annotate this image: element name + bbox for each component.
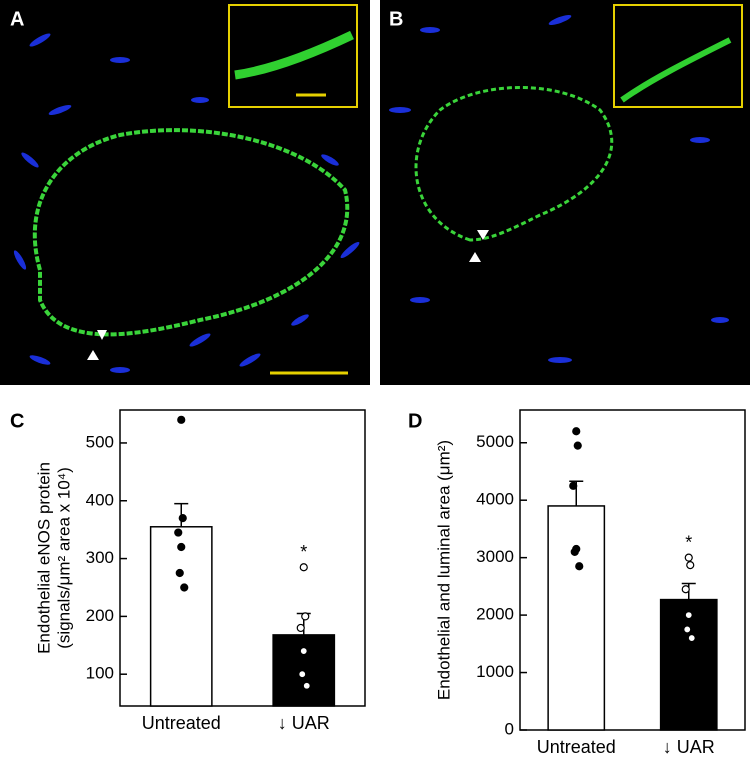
- data-point: [302, 681, 311, 690]
- y-axis-label: (signals/μm² area x 10⁴): [54, 467, 73, 649]
- data-point: [174, 528, 183, 537]
- data-point: [299, 563, 308, 572]
- panel-label: D: [408, 410, 422, 432]
- data-point: [681, 585, 690, 594]
- x-tick-label: Untreated: [142, 713, 221, 733]
- y-tick-label: 2000: [476, 605, 514, 624]
- data-point: [572, 427, 581, 436]
- micrograph-a: [0, 0, 370, 385]
- y-tick-label: 200: [86, 606, 114, 625]
- y-tick-label: 0: [505, 719, 514, 738]
- data-point: [296, 623, 305, 633]
- bar: [547, 505, 606, 731]
- bar: [149, 526, 213, 707]
- data-point: [299, 646, 308, 656]
- plot-frame: [519, 409, 746, 731]
- x-tick-label: ↓ UAR: [278, 713, 330, 733]
- data-point: [684, 610, 693, 620]
- y-tick-label: 100: [86, 664, 114, 683]
- panel-label: B: [389, 8, 403, 30]
- y-tick-label: 1000: [476, 662, 514, 681]
- data-point: [686, 561, 695, 570]
- y-tick-label: 400: [86, 490, 114, 509]
- y-tick-label: 5000: [476, 432, 514, 451]
- y-tick-label: 3000: [476, 547, 514, 566]
- x-tick-label: ↓ UAR: [663, 737, 715, 757]
- data-point: [178, 514, 187, 523]
- y-axis-label: Endothelial and luminal area (μm²): [434, 440, 453, 700]
- data-point: [570, 547, 579, 557]
- data-point: [298, 670, 307, 679]
- y-tick-label: 500: [86, 432, 114, 451]
- data-point: [180, 583, 189, 592]
- data-point: [573, 441, 582, 450]
- y-tick-label: 4000: [476, 490, 514, 509]
- panel-label: C: [10, 410, 24, 432]
- data-point: [687, 633, 696, 643]
- x-tick-label: Untreated: [537, 737, 616, 757]
- data-point: [569, 481, 578, 490]
- significance-marker: *: [685, 532, 692, 552]
- y-tick-label: 300: [86, 548, 114, 567]
- data-point: [683, 625, 692, 634]
- micrograph-b: [380, 0, 750, 385]
- y-axis-label: Endothelial eNOS protein: [34, 462, 53, 654]
- data-point: [684, 553, 693, 562]
- data-point: [175, 568, 184, 578]
- bar: [659, 598, 718, 731]
- significance-marker: *: [300, 542, 307, 562]
- data-point: [575, 562, 584, 571]
- panel-label: A: [10, 8, 24, 30]
- data-point: [177, 542, 186, 552]
- data-point: [301, 612, 310, 621]
- data-point: [177, 415, 186, 424]
